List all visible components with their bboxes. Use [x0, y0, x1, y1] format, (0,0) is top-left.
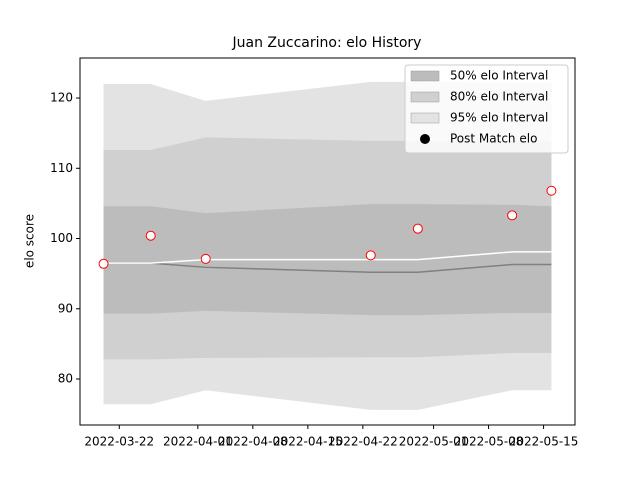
y-tick-label: 120: [50, 91, 73, 105]
y-tick-label: 100: [50, 231, 73, 245]
plot-frame: [79, 57, 576, 426]
post-match-point: [145, 230, 156, 241]
legend-label: 95% elo Interval: [450, 111, 548, 125]
legend-label: 50% elo Interval: [450, 69, 548, 83]
y-tick-label: 110: [50, 161, 73, 175]
legend-swatch: [410, 70, 440, 82]
legend-label: Post Match elo: [450, 132, 537, 146]
x-tick-label: 2022-05-15: [509, 435, 579, 449]
x-tick-label: 2022-04-22: [328, 435, 398, 449]
chart-title: Juan Zuccarino: elo History: [232, 35, 422, 51]
legend-box: [404, 64, 569, 154]
post-match-point: [200, 253, 211, 264]
legend-marker: [420, 134, 430, 144]
y-tick-label: 90: [58, 301, 73, 315]
y-axis-label: elo score: [23, 214, 37, 268]
x-tick-label: 2022-05-01: [399, 435, 469, 449]
post-match-point: [546, 185, 557, 196]
x-tick-label: 2022-04-15: [273, 435, 343, 449]
legend-label: 80% elo Interval: [450, 90, 548, 104]
legend-swatch: [410, 91, 440, 103]
post-match-point: [507, 210, 518, 221]
x-tick-label: 2022-04-08: [218, 435, 288, 449]
y-tick-label: 80: [58, 371, 73, 385]
legend-swatch: [410, 112, 440, 124]
x-tick-label: 2022-03-22: [84, 435, 154, 449]
post-match-point: [98, 258, 109, 269]
legend: 50% elo Interval 80% elo Interval 95% elo …: [404, 64, 569, 154]
x-tick-label: 2022-05-08: [454, 435, 524, 449]
post-match-point: [412, 223, 423, 234]
post-match-point: [365, 250, 376, 261]
x-tick-label: 2022-04-01: [163, 435, 233, 449]
